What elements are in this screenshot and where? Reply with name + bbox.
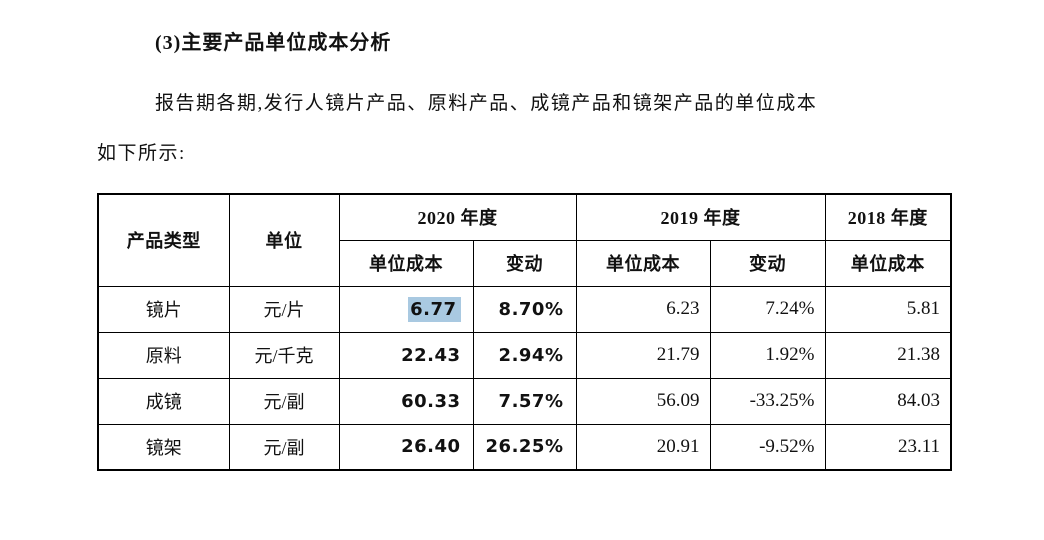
cell-cost-2019: 20.91	[575, 423, 711, 471]
paragraph-line-1: 报告期各期,发行人镜片产品、原料产品、成镜产品和镜架产品的单位成本	[155, 93, 818, 114]
header-year-2018: 2018 年度	[824, 193, 952, 241]
header-unit: 单位	[228, 193, 340, 287]
section-heading: (3)主要产品单位成本分析	[155, 32, 392, 54]
cell-cost-2018: 5.81	[824, 285, 952, 333]
cell-change-2020: 26.25%	[472, 423, 577, 471]
cell-unit: 元/片	[228, 285, 340, 333]
table-row: 镜架 元/副 26.40 26.25% 20.91 -9.52% 23.11	[97, 423, 952, 471]
cell-change-2019: -9.52%	[709, 423, 826, 471]
cell-unit: 元/副	[228, 423, 340, 471]
cell-cost-2018: 23.11	[824, 423, 952, 471]
cell-cost-2019: 21.79	[575, 331, 711, 379]
table-row: 镜片 元/片 6.77 8.70% 6.23 7.24% 5.81	[97, 285, 952, 333]
cell-change-2020: 2.94%	[472, 331, 577, 379]
table-header-row-measures: 单位成本 变动 单位成本 变动 单位成本	[98, 239, 952, 287]
table-header-row-years: 产品类型 单位 2020 年度 2019 年度 2018 年度	[97, 193, 952, 287]
cell-product: 原料	[97, 331, 230, 379]
cell-change-2019: -33.25%	[709, 377, 826, 425]
cell-change-2019: 1.92%	[709, 331, 826, 379]
cell-product: 镜片	[97, 285, 230, 333]
header-unit-cost-2018: 单位成本	[824, 239, 952, 287]
cell-cost-2020: 60.33	[338, 377, 474, 425]
header-year-2020: 2020 年度	[338, 193, 577, 241]
cell-unit: 元/副	[228, 377, 340, 425]
cell-change-2020: 7.57%	[472, 377, 577, 425]
cell-cost-2018: 84.03	[824, 377, 952, 425]
header-change-2019: 变动	[709, 239, 826, 287]
cell-cost-2018: 21.38	[824, 331, 952, 379]
header-year-2019: 2019 年度	[575, 193, 826, 241]
unit-cost-table: 产品类型 单位 2020 年度 2019 年度 2018 年度 单位成本 变动 …	[97, 193, 952, 471]
cell-change-2019: 7.24%	[709, 285, 826, 333]
cell-unit: 元/千克	[228, 331, 340, 379]
table-row: 原料 元/千克 22.43 2.94% 21.79 1.92% 21.38	[97, 331, 952, 379]
paragraph-line-2: 如下所示:	[97, 143, 186, 164]
cell-cost-2020: 6.77	[338, 285, 474, 333]
cell-cost-2019: 6.23	[575, 285, 711, 333]
cell-product: 镜架	[97, 423, 230, 471]
selection-highlight: 6.77	[408, 296, 461, 322]
header-change-2020: 变动	[472, 239, 577, 287]
cell-product: 成镜	[97, 377, 230, 425]
table-row: 成镜 元/副 60.33 7.57% 56.09 -33.25% 84.03	[97, 377, 952, 425]
cell-change-2020: 8.70%	[472, 285, 577, 333]
cell-cost-2019: 56.09	[575, 377, 711, 425]
header-product-type: 产品类型	[97, 193, 230, 287]
header-unit-cost-2020: 单位成本	[338, 239, 474, 287]
cell-cost-2020: 22.43	[338, 331, 474, 379]
cell-cost-2020: 26.40	[338, 423, 474, 471]
header-unit-cost-2019: 单位成本	[575, 239, 711, 287]
